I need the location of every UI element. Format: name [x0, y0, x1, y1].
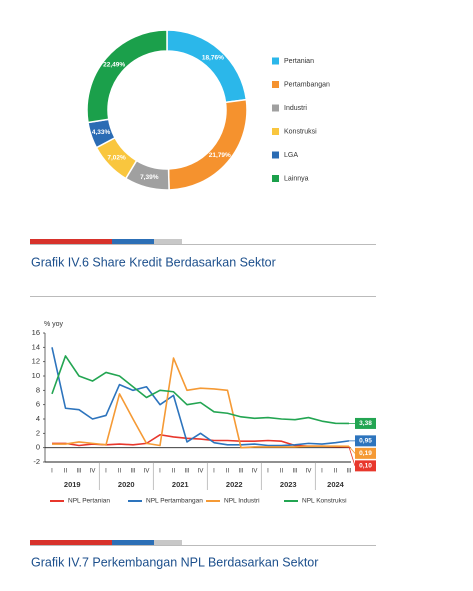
- end-label: 0,10: [359, 463, 372, 470]
- x-tick-label: II: [64, 469, 68, 475]
- x-tick-label: I: [105, 469, 107, 475]
- end-label-box: [355, 460, 376, 472]
- end-label-box: [355, 417, 376, 429]
- slice-label: 7,02%: [107, 155, 126, 162]
- divider: [30, 239, 376, 546]
- x-tick-label: III: [76, 469, 81, 475]
- legend-label: LGA: [284, 152, 298, 159]
- end-connector: [348, 446, 356, 466]
- year-label: 2020: [118, 480, 135, 489]
- end-label-box: [355, 447, 376, 459]
- x-tick-label: II: [280, 469, 284, 475]
- legend-label: Konstruksi: [284, 128, 317, 135]
- donut-slice: [86, 29, 168, 124]
- x-tick-label: II: [226, 469, 230, 475]
- year-label: 2024: [327, 480, 345, 489]
- y-tick-label: 10: [32, 371, 40, 380]
- legend-label: NPL Konstruksi: [302, 498, 347, 505]
- legend-swatch: [272, 151, 279, 159]
- slice-label: 22,49%: [103, 62, 125, 69]
- legend-swatch: [272, 57, 279, 65]
- x-tick-label: III: [346, 469, 351, 475]
- end-label: 3,38: [359, 420, 372, 427]
- x-tick-label: I: [159, 469, 161, 475]
- series-line: [51, 347, 350, 447]
- x-tick-label: III: [130, 469, 135, 475]
- x-tick-label: II: [172, 469, 176, 475]
- y-tick-label: 14: [32, 342, 40, 351]
- caption: Grafik IV.6 Share Kredit Berdasarkan Sek…: [31, 255, 276, 269]
- legend-label: NPL Pertanian: [68, 498, 110, 505]
- legend-swatch: [272, 104, 279, 112]
- x-tick-label: IV: [198, 469, 204, 475]
- legend-label: Pertanian: [284, 58, 314, 65]
- caption: Grafik IV.7 Perkembangan NPL Berdasarkan…: [31, 555, 318, 569]
- x-tick-label: IV: [90, 469, 96, 475]
- slice-label: 21,79%: [209, 152, 231, 159]
- y-axis-label: % yoy: [44, 321, 64, 328]
- y-tick-label: 6: [36, 400, 40, 409]
- y-tick-label: 8: [36, 385, 40, 394]
- legend-label: Lainnya: [284, 175, 309, 182]
- slice-label: 4,33%: [92, 129, 111, 136]
- x-tick-label: I: [267, 469, 269, 475]
- year-label: 2019: [64, 480, 81, 489]
- slice-label: 7,39%: [140, 174, 159, 181]
- y-tick-label: 0: [36, 443, 40, 452]
- x-tick-label: I: [321, 469, 323, 475]
- legend-swatch: [272, 175, 279, 182]
- slice-label: 18,76%: [202, 54, 224, 61]
- legend-label: NPL Industri: [224, 498, 260, 505]
- x-tick-label: II: [334, 469, 338, 475]
- end-connector: [348, 446, 356, 454]
- y-tick-label: 4: [36, 414, 40, 423]
- x-tick-label: IV: [252, 469, 258, 475]
- end-label: 0,19: [359, 450, 372, 457]
- x-tick-label: II: [118, 469, 122, 475]
- end-label: 0,95: [359, 438, 372, 445]
- x-tick-label: III: [184, 469, 189, 475]
- x-tick-label: III: [238, 469, 243, 475]
- y-tick-label: 12: [32, 357, 40, 366]
- x-tick-label: IV: [306, 469, 312, 475]
- x-tick-label: I: [213, 469, 215, 475]
- year-label: 2023: [280, 480, 297, 489]
- y-tick-label: -2: [33, 457, 40, 466]
- x-tick-label: III: [292, 469, 297, 475]
- y-tick-label: 2: [36, 428, 40, 437]
- series-line: [51, 355, 350, 425]
- series-line: [52, 433, 350, 448]
- legend-swatch: [272, 81, 279, 88]
- donut-slice: [167, 98, 248, 191]
- legend-label: NPL Pertambangan: [146, 498, 203, 505]
- x-tick-label: I: [51, 469, 53, 475]
- y-tick-label: 16: [32, 328, 40, 337]
- year-label: 2022: [226, 480, 243, 489]
- legend-label: Industri: [284, 105, 307, 112]
- end-label-box: [355, 435, 376, 447]
- legend-label: Pertambangan: [284, 81, 330, 88]
- year-label: 2021: [172, 480, 189, 489]
- x-tick-label: IV: [144, 469, 150, 475]
- donut-slice: [166, 29, 248, 104]
- series-line: [52, 357, 350, 449]
- legend-swatch: [272, 128, 279, 135]
